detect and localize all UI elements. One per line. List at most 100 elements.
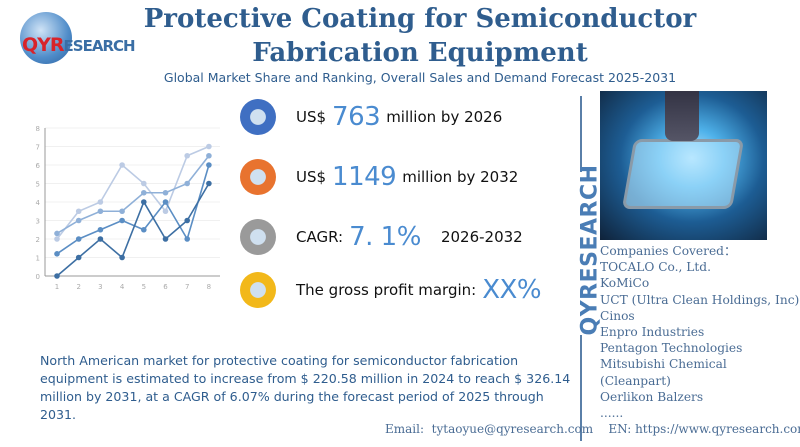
logo-text-b: ESEARCH — [63, 37, 136, 55]
stat-row: US$ 763 million by 2026 — [240, 97, 502, 137]
qyr-globe-icon — [240, 219, 276, 255]
data-point — [162, 189, 169, 196]
data-point — [119, 254, 125, 261]
stat-value: XX% — [482, 275, 542, 305]
data-point — [75, 217, 82, 224]
qyr-globe-icon — [240, 99, 276, 135]
stat-suffix: million by 2032 — [402, 168, 519, 186]
data-point — [97, 236, 104, 242]
data-point — [206, 180, 212, 187]
x-tick-label: 1 — [55, 283, 59, 291]
website-link[interactable]: https://www.qyresearch.com — [635, 422, 800, 436]
data-point — [141, 189, 147, 196]
data-point — [184, 180, 190, 187]
companies-list: Companies Covered： TOCALO Co., Ltd. KoMiC… — [600, 243, 800, 421]
email-link[interactable]: tytaoyue@qyresearch.com — [431, 422, 594, 436]
data-point — [54, 230, 60, 237]
data-point — [141, 180, 147, 187]
y-tick-label: 7 — [36, 144, 40, 152]
data-point — [97, 226, 104, 233]
email-label: Email: — [385, 422, 425, 436]
data-point — [141, 226, 147, 233]
series-line — [56, 183, 210, 277]
stat-prefix: US$ — [296, 108, 327, 126]
qyr-globe-icon — [240, 159, 276, 195]
companies-heading: Companies Covered： — [600, 244, 737, 258]
company-item: UCT (Ultra Clean Holdings, Inc) — [600, 292, 800, 307]
stat-suffix: million by 2026 — [386, 108, 503, 126]
data-point — [162, 236, 169, 242]
x-tick-label: 2 — [76, 283, 80, 291]
stat-row: The gross profit margin: XX% — [240, 270, 547, 310]
x-tick-label: 3 — [98, 283, 102, 291]
data-point — [184, 152, 190, 159]
stat-row: CAGR: 7. 1% 2026-2032 — [240, 217, 523, 257]
data-point — [184, 236, 190, 242]
y-tick-label: 8 — [36, 125, 40, 133]
page-subtitle: Global Market Share and Ranking, Overall… — [163, 70, 677, 85]
stat-row: US$ 1149 million by 2032 — [240, 157, 518, 197]
page-title: Protective Coating for Semiconductor Fab… — [143, 4, 697, 68]
y-tick-label: 6 — [36, 162, 41, 170]
x-tick-label: 4 — [120, 283, 125, 291]
data-point — [97, 208, 104, 215]
stat-prefix: The gross profit margin: — [296, 281, 477, 299]
y-tick-label: 3 — [36, 218, 40, 226]
x-tick-label: 5 — [142, 283, 146, 291]
y-tick-label: 1 — [36, 255, 40, 263]
x-tick-label: 6 — [163, 283, 168, 291]
data-point — [141, 199, 147, 205]
company-item: Cinos — [600, 308, 635, 323]
series-line — [56, 145, 210, 240]
data-point — [184, 217, 190, 224]
semiconductor-equipment-image — [600, 91, 767, 240]
y-tick-label: 2 — [36, 236, 40, 244]
data-point — [206, 143, 212, 150]
data-point — [54, 236, 60, 242]
company-item: Mitsubishi Chemical (Cleanpart) — [600, 357, 727, 388]
globe-icon — [20, 12, 72, 64]
x-tick-label: 8 — [207, 283, 211, 291]
divider-line — [580, 335, 582, 441]
data-point — [54, 251, 60, 257]
data-point — [206, 152, 212, 159]
qyr-globe-icon — [240, 272, 276, 308]
data-point — [54, 273, 60, 279]
y-tick-label: 4 — [36, 199, 41, 207]
stat-value: 1149 — [332, 162, 397, 192]
data-point — [119, 162, 125, 168]
data-point — [119, 217, 125, 224]
data-point — [75, 236, 82, 242]
stat-prefix: US$ — [296, 168, 327, 186]
line-chart: 0 1 2 3 4 5 6 7 8 1 2 3 4 5 6 7 8 — [36, 125, 220, 291]
company-item: KoMiCo — [600, 276, 650, 291]
data-point — [75, 254, 82, 261]
stat-suffix: 2026-2032 — [440, 228, 523, 246]
series-line — [56, 164, 210, 255]
qyresearch-logo: QYRESEARCH — [14, 8, 164, 68]
data-point — [162, 199, 169, 205]
data-point — [162, 208, 169, 215]
stat-prefix: CAGR: — [296, 228, 344, 246]
data-point — [75, 208, 82, 215]
market-description: North American market for protective coa… — [40, 353, 571, 422]
divider-line — [580, 96, 582, 172]
stat-value: 763 — [332, 102, 381, 132]
stat-value: 7. 1% — [349, 222, 421, 252]
logo-text-a: QYR — [22, 34, 65, 56]
vertical-brand-text: QYRESEARCH — [577, 164, 603, 336]
web-label: EN: — [608, 422, 632, 436]
data-point — [97, 199, 104, 205]
company-item: TOCALO Co., Ltd. — [600, 260, 711, 275]
y-tick-label: 0 — [36, 273, 40, 281]
company-item: Enpro Industries — [600, 325, 705, 340]
data-point — [206, 162, 212, 168]
y-tick-label: 5 — [36, 181, 40, 189]
company-item: ...... — [600, 406, 624, 421]
company-item: Pentagon Technologies — [600, 341, 743, 356]
series-line — [56, 155, 210, 235]
footer-contact: Email: tytaoyue@qyresearch.com EN: https… — [385, 422, 800, 436]
data-point — [119, 208, 125, 215]
company-item: Oerlikon Balzers — [600, 389, 704, 404]
x-tick-label: 7 — [185, 283, 189, 291]
